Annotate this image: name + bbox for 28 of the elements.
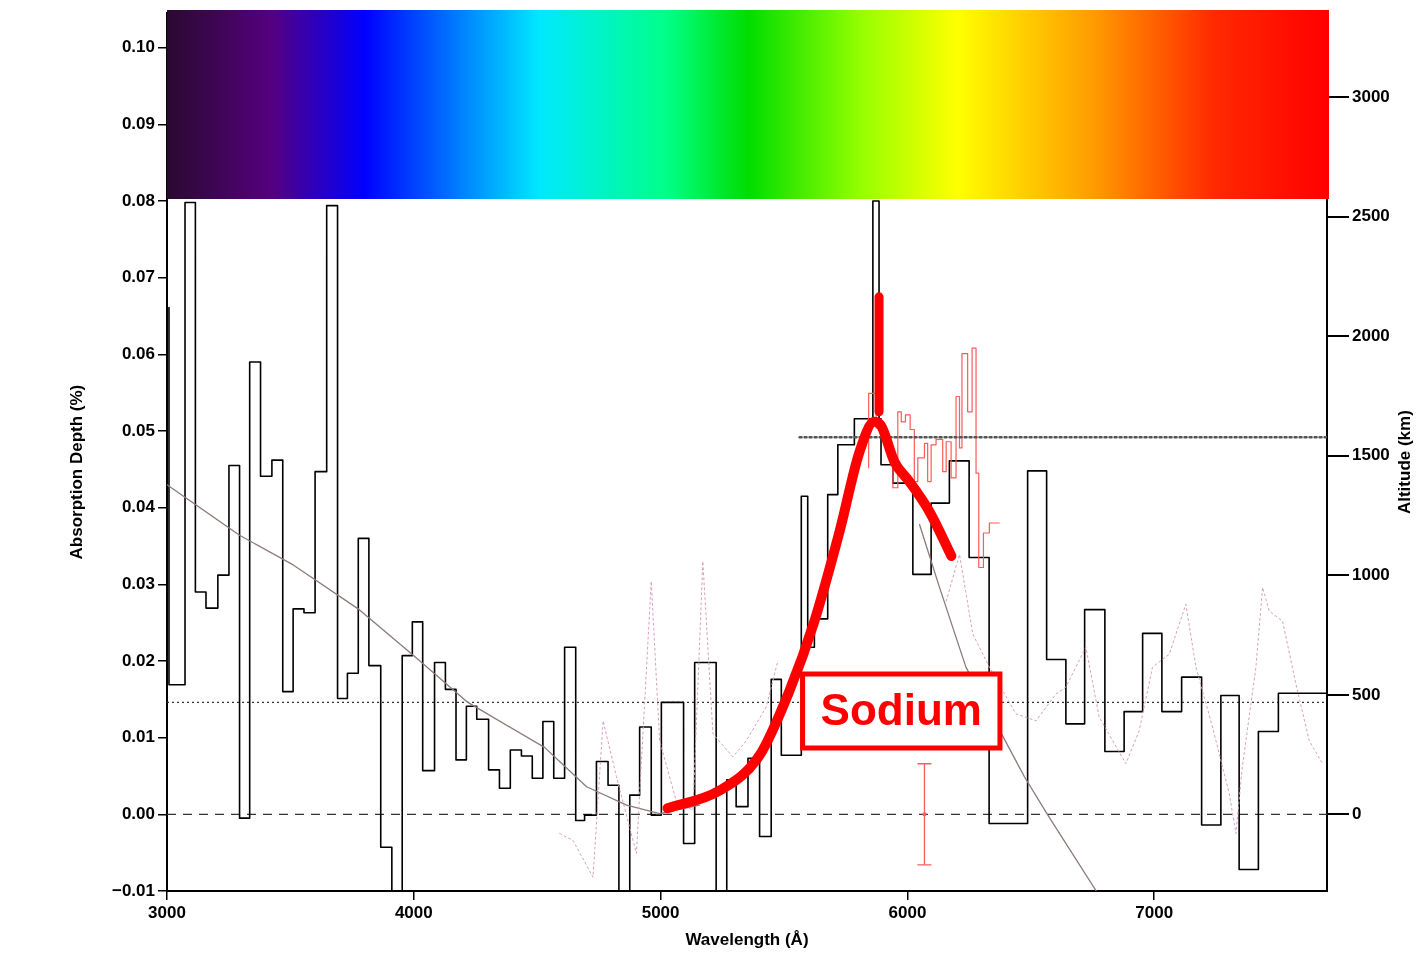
y-tick-label: 0.03 xyxy=(121,574,155,594)
x-tick-label: 7000 xyxy=(1135,902,1174,922)
y2-tick-label: 0 xyxy=(1352,804,1362,824)
y2-tick-label: 1500 xyxy=(1352,445,1390,465)
y-tick-label: 0.06 xyxy=(121,344,155,364)
y-tick-label: 0.02 xyxy=(121,650,155,670)
y2-tick-label: 3000 xyxy=(1352,86,1390,106)
y2-tick-label: 2500 xyxy=(1352,206,1390,226)
y-axis-title: Absorption Depth (%) xyxy=(66,384,86,560)
y-tick-label: 0.07 xyxy=(121,267,155,287)
y-tick-label: 0.01 xyxy=(121,727,155,747)
y2-tick-label: 500 xyxy=(1352,684,1381,704)
y-tick-label: −0.01 xyxy=(111,880,155,900)
y-tick-label: 0.04 xyxy=(121,497,156,517)
x-tick-label: 3000 xyxy=(148,902,186,922)
y2-tick-label: 1000 xyxy=(1352,564,1390,584)
y2-axis-title: Altitude (km) xyxy=(1394,410,1414,515)
x-tick-label: 5000 xyxy=(641,902,680,922)
y2-tick-label: 2000 xyxy=(1352,325,1390,345)
x-tick-label: 4000 xyxy=(394,902,433,922)
x-axis-title: Wavelength (Å) xyxy=(685,930,809,950)
y-tick-label: 0.10 xyxy=(121,37,155,57)
x-tick-label: 6000 xyxy=(888,902,927,922)
y-tick-label: 0.00 xyxy=(121,804,155,824)
annotation: Sodium xyxy=(820,685,982,735)
y-tick-label: 0.05 xyxy=(121,420,155,440)
y-tick-label: 0.08 xyxy=(121,190,155,210)
y-tick-label: 0.09 xyxy=(121,114,155,134)
